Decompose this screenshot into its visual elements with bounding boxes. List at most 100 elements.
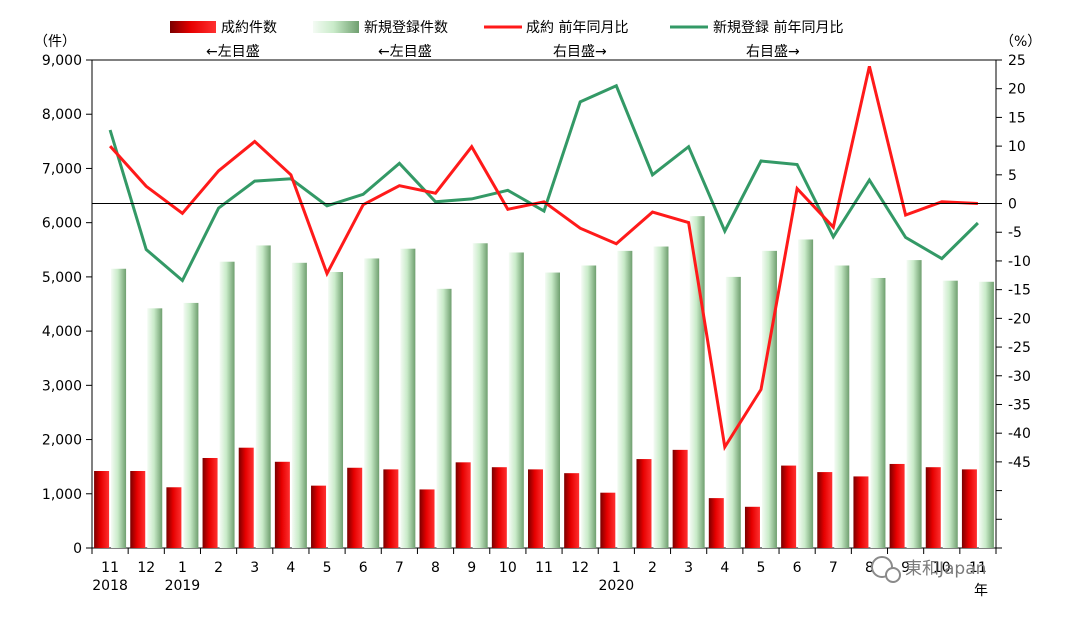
bar-contracts [491,467,507,548]
legend-note-contracts: ←左目盛 [206,44,260,60]
bar-contracts [383,469,399,548]
bar-contracts [94,471,110,548]
left-axis-unit: （件） [34,34,76,50]
bar-contracts [744,506,760,548]
left-tick-label: 5,000 [42,270,82,286]
left-tick-label: 9,000 [42,53,82,69]
watermark: 東和Japan [871,556,986,583]
legend-note-contracts-yoy: 右目盛→ [553,44,607,60]
legend-note-registrations: ←左目盛 [378,44,432,60]
bar-contracts [419,489,435,548]
bar-registrations [111,268,127,548]
x-tick-label: 4 [720,560,729,576]
bar-registrations [617,250,633,548]
axes-layer: 0 1,000 2,000 3,000 4,000 5,000 6,000 7,000 8,00… [42,53,1031,594]
right-tick-label: -15 [1008,283,1031,299]
line-contracts-yoy [108,65,978,452]
x-tick-label: 6 [359,560,368,576]
right-tick-label: -40 [1008,426,1031,442]
bar-registrations [472,243,488,548]
bar-registrations [147,308,163,548]
left-tick-label: 4,000 [42,324,82,340]
bar-contracts [202,457,218,548]
legend-label-contracts: 成約件数 [221,20,277,36]
lines-layer [108,65,979,452]
right-tick-label: -25 [1008,340,1031,356]
bar-registrations [219,261,235,548]
x-tick-label: 1 [178,560,187,576]
x-tick-label: 12 [571,560,589,576]
left-tick-label: 6,000 [42,216,82,232]
x-tick-label: 2 [214,560,223,576]
bar-contracts [347,467,363,548]
bar-contracts [636,459,652,548]
left-tick-label: 2,000 [42,433,82,449]
bar-registrations [798,239,814,548]
right-tick-label: -10 [1008,254,1031,270]
x-year-label: 2019 [165,578,201,594]
bar-registrations [942,280,958,548]
bar-registrations [436,288,452,548]
plot-area [91,59,997,549]
x-tick-label: 5 [756,560,765,576]
x-tick-label: 2 [648,560,657,576]
wechat-icon [871,556,893,578]
right-tick-label: 0 [1008,197,1017,213]
left-tick-label: 3,000 [42,378,82,394]
x-tick-label: 12 [137,560,155,576]
bar-contracts [889,463,905,548]
x-tick-label: 5 [323,560,332,576]
left-tick-label: 7,000 [42,161,82,177]
legend-label-registrations: 新規登録件数 [364,20,448,36]
bar-contracts [708,498,724,548]
wechat-icon-bubble [885,567,901,583]
bar-registrations [834,265,850,548]
bar-registrations [255,245,271,548]
legend-swatch-contracts [170,21,216,33]
x-tick-label: 8 [865,560,874,576]
bar-contracts [130,471,146,548]
bar-registrations [870,277,886,548]
x-axis-unit: 年 [974,583,988,599]
right-tick-label: -30 [1008,369,1031,385]
bar-contracts [961,469,977,548]
x-year-label: 2018 [92,578,128,594]
bar-contracts [311,485,327,548]
bar-registrations [725,276,741,548]
bar-contracts [166,487,182,548]
x-tick-label: 11 [969,560,987,576]
bar-contracts [853,476,869,548]
right-tick-label: 5 [1008,168,1017,184]
right-tick-label: 15 [1008,110,1026,126]
x-tick-label: 9 [467,560,476,576]
bar-registrations [545,272,560,548]
right-tick-label: -20 [1008,311,1031,327]
x-tick-label: 11 [535,560,553,576]
x-tick-label: 8 [431,560,440,576]
right-tick-label: 20 [1008,82,1026,98]
bar-registrations [906,260,922,548]
x-tick-label: 3 [250,560,259,576]
x-tick-label: 6 [793,560,802,576]
x-year-label: 2020 [598,578,634,594]
legend-label-registrations-yoy: 新規登録 前年同月比 [713,19,843,36]
legend-swatch-registrations [313,21,359,33]
bars-layer [94,216,994,548]
legend-note-registrations-yoy: 右目盛→ [746,44,800,60]
legend-label-contracts-yoy: 成約 前年同月比 [526,19,628,36]
bar-registrations [508,252,524,548]
bar-contracts [925,467,941,548]
bar-contracts [817,472,833,548]
bar-contracts [781,465,797,548]
x-tick-label: 4 [286,560,295,576]
bar-registrations [183,302,199,548]
right-tick-label: -45 [1008,455,1031,471]
right-tick-label: -35 [1008,397,1031,413]
bar-registrations [653,246,669,548]
bar-contracts [564,473,580,548]
bar-contracts [238,447,254,548]
bar-registrations [761,250,777,548]
x-tick-label: 10 [933,560,951,576]
bar-registrations [400,248,416,548]
right-axis-unit: （%） [1000,34,1041,50]
